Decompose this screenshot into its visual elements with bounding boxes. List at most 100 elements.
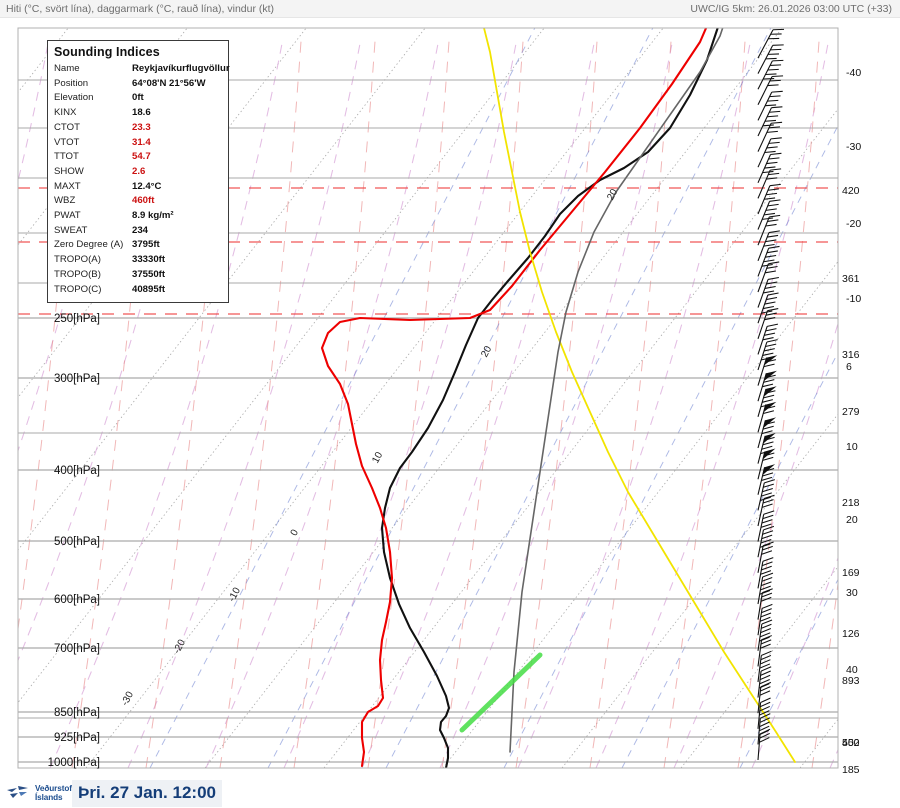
wind-barb-shaft (757, 514, 765, 542)
sounding-index-value: 3795ft (132, 239, 160, 251)
wind-barb-flag (760, 570, 772, 575)
wind-barb-flag (759, 717, 771, 723)
wind-barb-flag (764, 479, 775, 484)
wind-barb-flag (763, 363, 775, 368)
series-temperature (380, 28, 719, 768)
wind-barb-shaft (757, 185, 771, 215)
pressure-axis-label: 300[hPa] (54, 373, 100, 385)
isotherm-value-label: -20 (172, 637, 189, 655)
sounding-index-value: Reykjavíkurflugvöllur (132, 63, 230, 74)
wind-barb-flag (761, 592, 773, 598)
wind-barb-shaft (757, 216, 770, 246)
isotherm-value-label: 20 (479, 344, 494, 359)
wind-barb-column[interactable] (757, 28, 785, 761)
wind-barb-flag (771, 121, 783, 124)
wind-barb-flag (768, 261, 780, 265)
wind-barb-flag (763, 290, 775, 294)
wind-barb-flag (764, 285, 776, 289)
wind-barb-flag (769, 183, 781, 187)
wind-barb-flag (766, 250, 778, 254)
wind-barb-flag (760, 539, 772, 544)
sounding-index-value: 0ft (132, 92, 144, 104)
right-axis-height-label: 420 (842, 185, 860, 197)
wind-barb-shaft (757, 608, 763, 636)
sounding-index-key: Name (54, 63, 80, 74)
plot-frame (17, 27, 839, 769)
wind-barb-flag (762, 530, 774, 535)
right-axis-temperature-label: -20 (846, 218, 861, 230)
wind-barb-flag (759, 721, 770, 728)
wind-barb-flag (762, 217, 774, 220)
wind-barb-flag (769, 214, 781, 218)
sounding-index-value: 8.9 kg/m² (132, 210, 174, 222)
wind-barb-flag (760, 713, 771, 719)
wind-barb-shaft (757, 279, 769, 308)
wind-barb-shaft (757, 451, 766, 480)
wind-barb-flag (772, 59, 784, 62)
mixing-ratio-line (385, 28, 772, 768)
wind-barb-shaft (757, 671, 762, 698)
dry-adiabat-line (751, 556, 838, 768)
wind-barb-flag (768, 157, 780, 160)
wind-barb-flag (763, 483, 774, 488)
skewt-chart[interactable]: 250[hPa] 300[hPa] 400[hPa] 500[hPa] 600[hPa]… (0, 18, 900, 790)
wind-barb-flag (759, 589, 771, 595)
wind-barb-shaft (757, 341, 768, 371)
wind-barb-flag (763, 525, 775, 531)
sounding-index-row: MAXT 12.4°C (54, 180, 223, 195)
dry-adiabat-line (829, 748, 838, 768)
wind-barb-flag (766, 130, 778, 133)
wind-barb-flag (760, 686, 771, 692)
wind-barb-flag (763, 243, 775, 247)
isotherm-value-label: 10 (370, 450, 385, 465)
pressure-axis-label: 600[hPa] (54, 594, 100, 606)
wind-barb-flag (761, 650, 772, 656)
wind-barb-flag (762, 383, 774, 388)
dry-adiabat-line (18, 39, 50, 184)
wind-barb-flag (767, 188, 779, 191)
moist-adiabat-line (663, 39, 746, 768)
wind-barb-flag (768, 172, 780, 176)
wind-barb-flag (765, 359, 777, 363)
wind-barb-shaft (757, 592, 763, 620)
wind-barb-flag (763, 410, 775, 414)
pressure-axis-label: 400[hPa] (54, 465, 100, 477)
wind-barb-shaft (757, 201, 771, 230)
wind-barb-flag (768, 126, 781, 129)
sounding-index-row: Zero Degree (A) 3795ft (54, 238, 223, 253)
isotherm-line (204, 28, 783, 768)
wind-barb-flag (763, 394, 775, 399)
wind-barb-flag (762, 499, 774, 504)
wind-barb-flag (761, 635, 772, 641)
wind-barb-flag (762, 588, 773, 594)
wind-barb-flag (761, 534, 773, 540)
sounding-index-key: KINX (54, 107, 77, 119)
series-layer (320, 28, 796, 768)
wind-barb-flag (763, 436, 775, 441)
right-axis-temperature-label: 6 (846, 361, 852, 373)
isotherm-line (561, 413, 838, 768)
right-axis-temperature-label: -10 (846, 293, 861, 305)
wind-barb-flag (762, 352, 774, 356)
sounding-index-row: VTOT 31.4 (54, 136, 223, 151)
wind-barb-flag (759, 737, 770, 743)
wind-barb-flag (764, 119, 776, 122)
wind-barb-flag (764, 317, 776, 321)
sounding-index-value: 37550ft (132, 268, 166, 280)
moist-adiabat-line (219, 39, 302, 768)
wind-barb-flag (764, 421, 775, 426)
wind-barb-flag (759, 732, 770, 739)
wind-barb-flag (763, 468, 775, 473)
wind-barb-pennant (764, 370, 777, 381)
wind-barb-shaft (757, 60, 773, 90)
wind-barb-flag (770, 152, 782, 156)
wind-barb-shaft (757, 154, 772, 184)
wind-barb-flag (766, 265, 778, 269)
series-parcel-path-yellow (483, 28, 796, 763)
wind-barb-flag (765, 223, 777, 227)
wind-barb-flag (761, 619, 773, 625)
logo-line-2: Íslands (35, 792, 63, 802)
wind-barb-flag (772, 75, 784, 78)
wind-barb-flag (766, 339, 778, 343)
